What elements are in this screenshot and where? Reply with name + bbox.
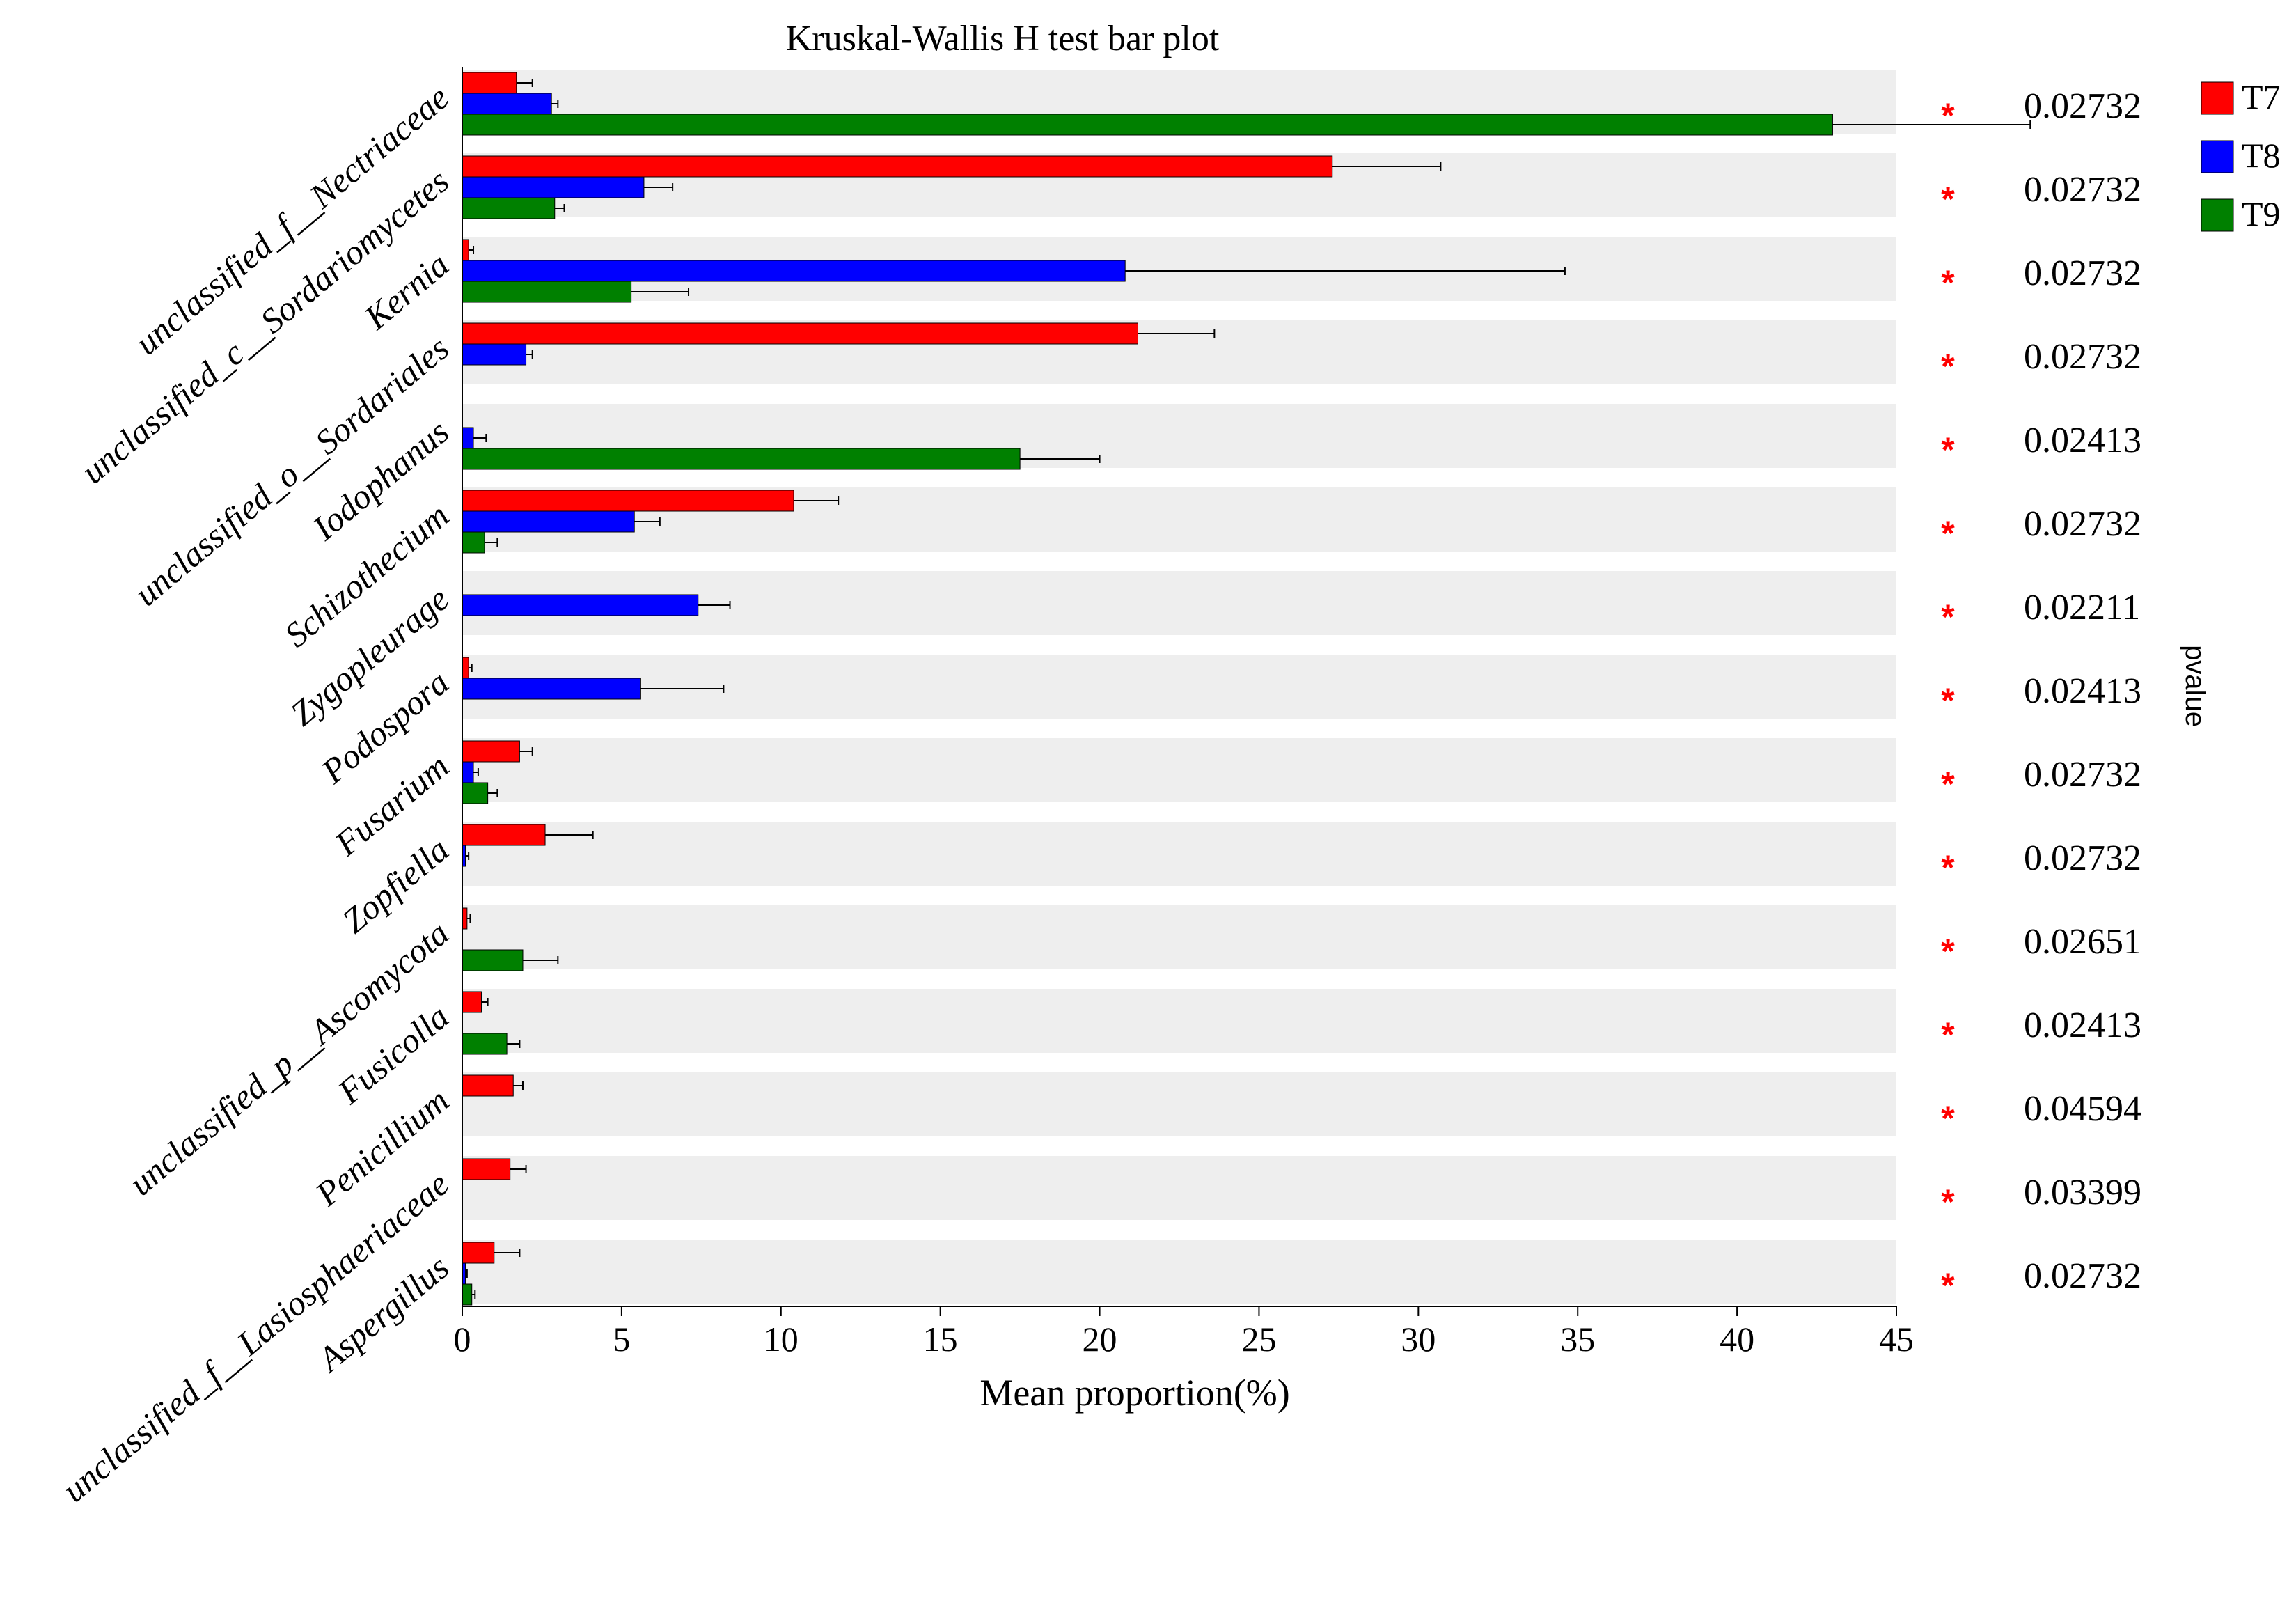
pvalue-text: 0.02732 — [2024, 337, 2141, 377]
bar-t8 — [462, 761, 474, 783]
bar-t7 — [462, 991, 482, 1013]
bar-t7 — [462, 740, 520, 763]
row-band — [462, 905, 1896, 969]
bar-t7 — [462, 907, 468, 930]
row-bands — [462, 70, 1896, 1304]
x-tick-label: 30 — [1401, 1320, 1436, 1359]
row-band — [462, 822, 1896, 886]
legend-label: T8 — [2242, 136, 2281, 175]
significance-star: * — [1941, 96, 1955, 135]
bar-t8 — [462, 427, 474, 449]
significance-star: * — [1941, 1182, 1955, 1221]
x-tick-label: 40 — [1720, 1320, 1754, 1359]
row-band — [462, 571, 1896, 635]
bar-t9 — [462, 1033, 508, 1055]
pvalue-text: 0.02211 — [2024, 588, 2140, 627]
pvalue-text: 0.02732 — [2024, 1256, 2141, 1296]
bar-t7 — [462, 239, 469, 261]
bar-t7 — [462, 1242, 495, 1264]
significance-star: * — [1941, 347, 1955, 386]
chart-title: Kruskal-Wallis H test bar plot — [786, 19, 1220, 58]
legend-label: T9 — [2242, 194, 2281, 233]
bar-t8 — [462, 176, 645, 198]
bar-t9 — [462, 782, 489, 804]
x-tick-label: 15 — [923, 1320, 958, 1359]
significance-star: * — [1941, 180, 1955, 219]
row-band — [462, 1156, 1896, 1220]
pvalue-text: 0.02413 — [2024, 421, 2141, 460]
category-label: unclassified_f__Lasiosphaeriaceae — [55, 1164, 456, 1510]
pvalue-text: 0.02732 — [2024, 504, 2141, 544]
significance-star: * — [1941, 1015, 1955, 1054]
bar-t7 — [462, 1158, 511, 1180]
x-tick-label: 25 — [1241, 1320, 1276, 1359]
pvalue-text: 0.02732 — [2024, 838, 2141, 878]
x-axis: 0 5 10 15 20 25 30 35 40 45 — [454, 67, 1914, 1359]
significance-star: * — [1941, 1099, 1955, 1138]
pvalue-text: 0.02732 — [2024, 86, 2141, 126]
significance-star: * — [1941, 263, 1955, 302]
bar-t9 — [462, 281, 632, 303]
bar-t9 — [462, 197, 556, 219]
x-tick-label: 20 — [1083, 1320, 1117, 1359]
pvalue-axis-label: pvalue — [2180, 645, 2210, 727]
significance-star: * — [1941, 932, 1955, 971]
significance-star: * — [1941, 597, 1955, 636]
bar-t7 — [462, 72, 517, 94]
legend-swatch — [2201, 198, 2234, 232]
pvalue-text: 0.02732 — [2024, 755, 2141, 795]
significance-star: * — [1941, 430, 1955, 469]
bar-t9 — [462, 114, 1833, 136]
pvalue-column: * 0.02732 * 0.02732 * 0.02732 * 0.02732 * 0.02413… — [1941, 86, 2141, 1305]
bar-t7 — [462, 657, 469, 679]
bar-t8 — [462, 343, 527, 366]
bar-t9 — [462, 531, 485, 554]
bar-t7 — [462, 322, 1138, 345]
row-band — [462, 655, 1896, 719]
x-axis-label: Mean proportion(%) — [980, 1372, 1289, 1414]
bar-t7 — [462, 824, 546, 846]
pvalue-text: 0.02732 — [2024, 253, 2141, 293]
pvalue-text: 0.02413 — [2024, 671, 2141, 711]
pvalue-text: 0.02413 — [2024, 1006, 2141, 1045]
significance-star: * — [1941, 514, 1955, 553]
bar-t8 — [462, 260, 1126, 282]
row-band — [462, 1240, 1896, 1304]
x-tick-label: 5 — [613, 1320, 630, 1359]
legend: T7 T8 T9 — [2201, 77, 2281, 233]
x-tick-label: 10 — [764, 1320, 799, 1359]
pvalue-text: 0.02651 — [2024, 922, 2141, 962]
bar-t7 — [462, 1074, 514, 1097]
row-band — [462, 989, 1896, 1053]
x-tick-label: 45 — [1879, 1320, 1914, 1359]
significance-star: * — [1941, 765, 1955, 804]
bar-t8 — [462, 678, 641, 700]
significance-star: * — [1941, 681, 1955, 720]
bar-t7 — [462, 490, 794, 512]
bar-t9 — [462, 1283, 473, 1306]
legend-label: T7 — [2242, 77, 2281, 116]
pvalue-text: 0.04594 — [2024, 1089, 2141, 1129]
x-tick-label: 0 — [454, 1320, 471, 1359]
bar-t9 — [462, 448, 1021, 470]
bar-t9 — [462, 949, 524, 971]
x-tick-label: 35 — [1560, 1320, 1595, 1359]
significance-star: * — [1941, 1266, 1955, 1305]
bar-t8 — [462, 594, 699, 616]
row-band — [462, 738, 1896, 802]
legend-swatch — [2201, 81, 2234, 115]
bar-t8 — [462, 510, 635, 533]
category-labels: unclassified_f__Nectriaceaeunclassified_… — [55, 78, 456, 1510]
bar-t7 — [462, 155, 1333, 178]
pvalue-text: 0.03399 — [2024, 1173, 2141, 1212]
pvalue-text: 0.02732 — [2024, 170, 2141, 210]
legend-swatch — [2201, 140, 2234, 173]
row-band — [462, 1072, 1896, 1136]
significance-star: * — [1941, 848, 1955, 887]
bar-t8 — [462, 93, 552, 115]
